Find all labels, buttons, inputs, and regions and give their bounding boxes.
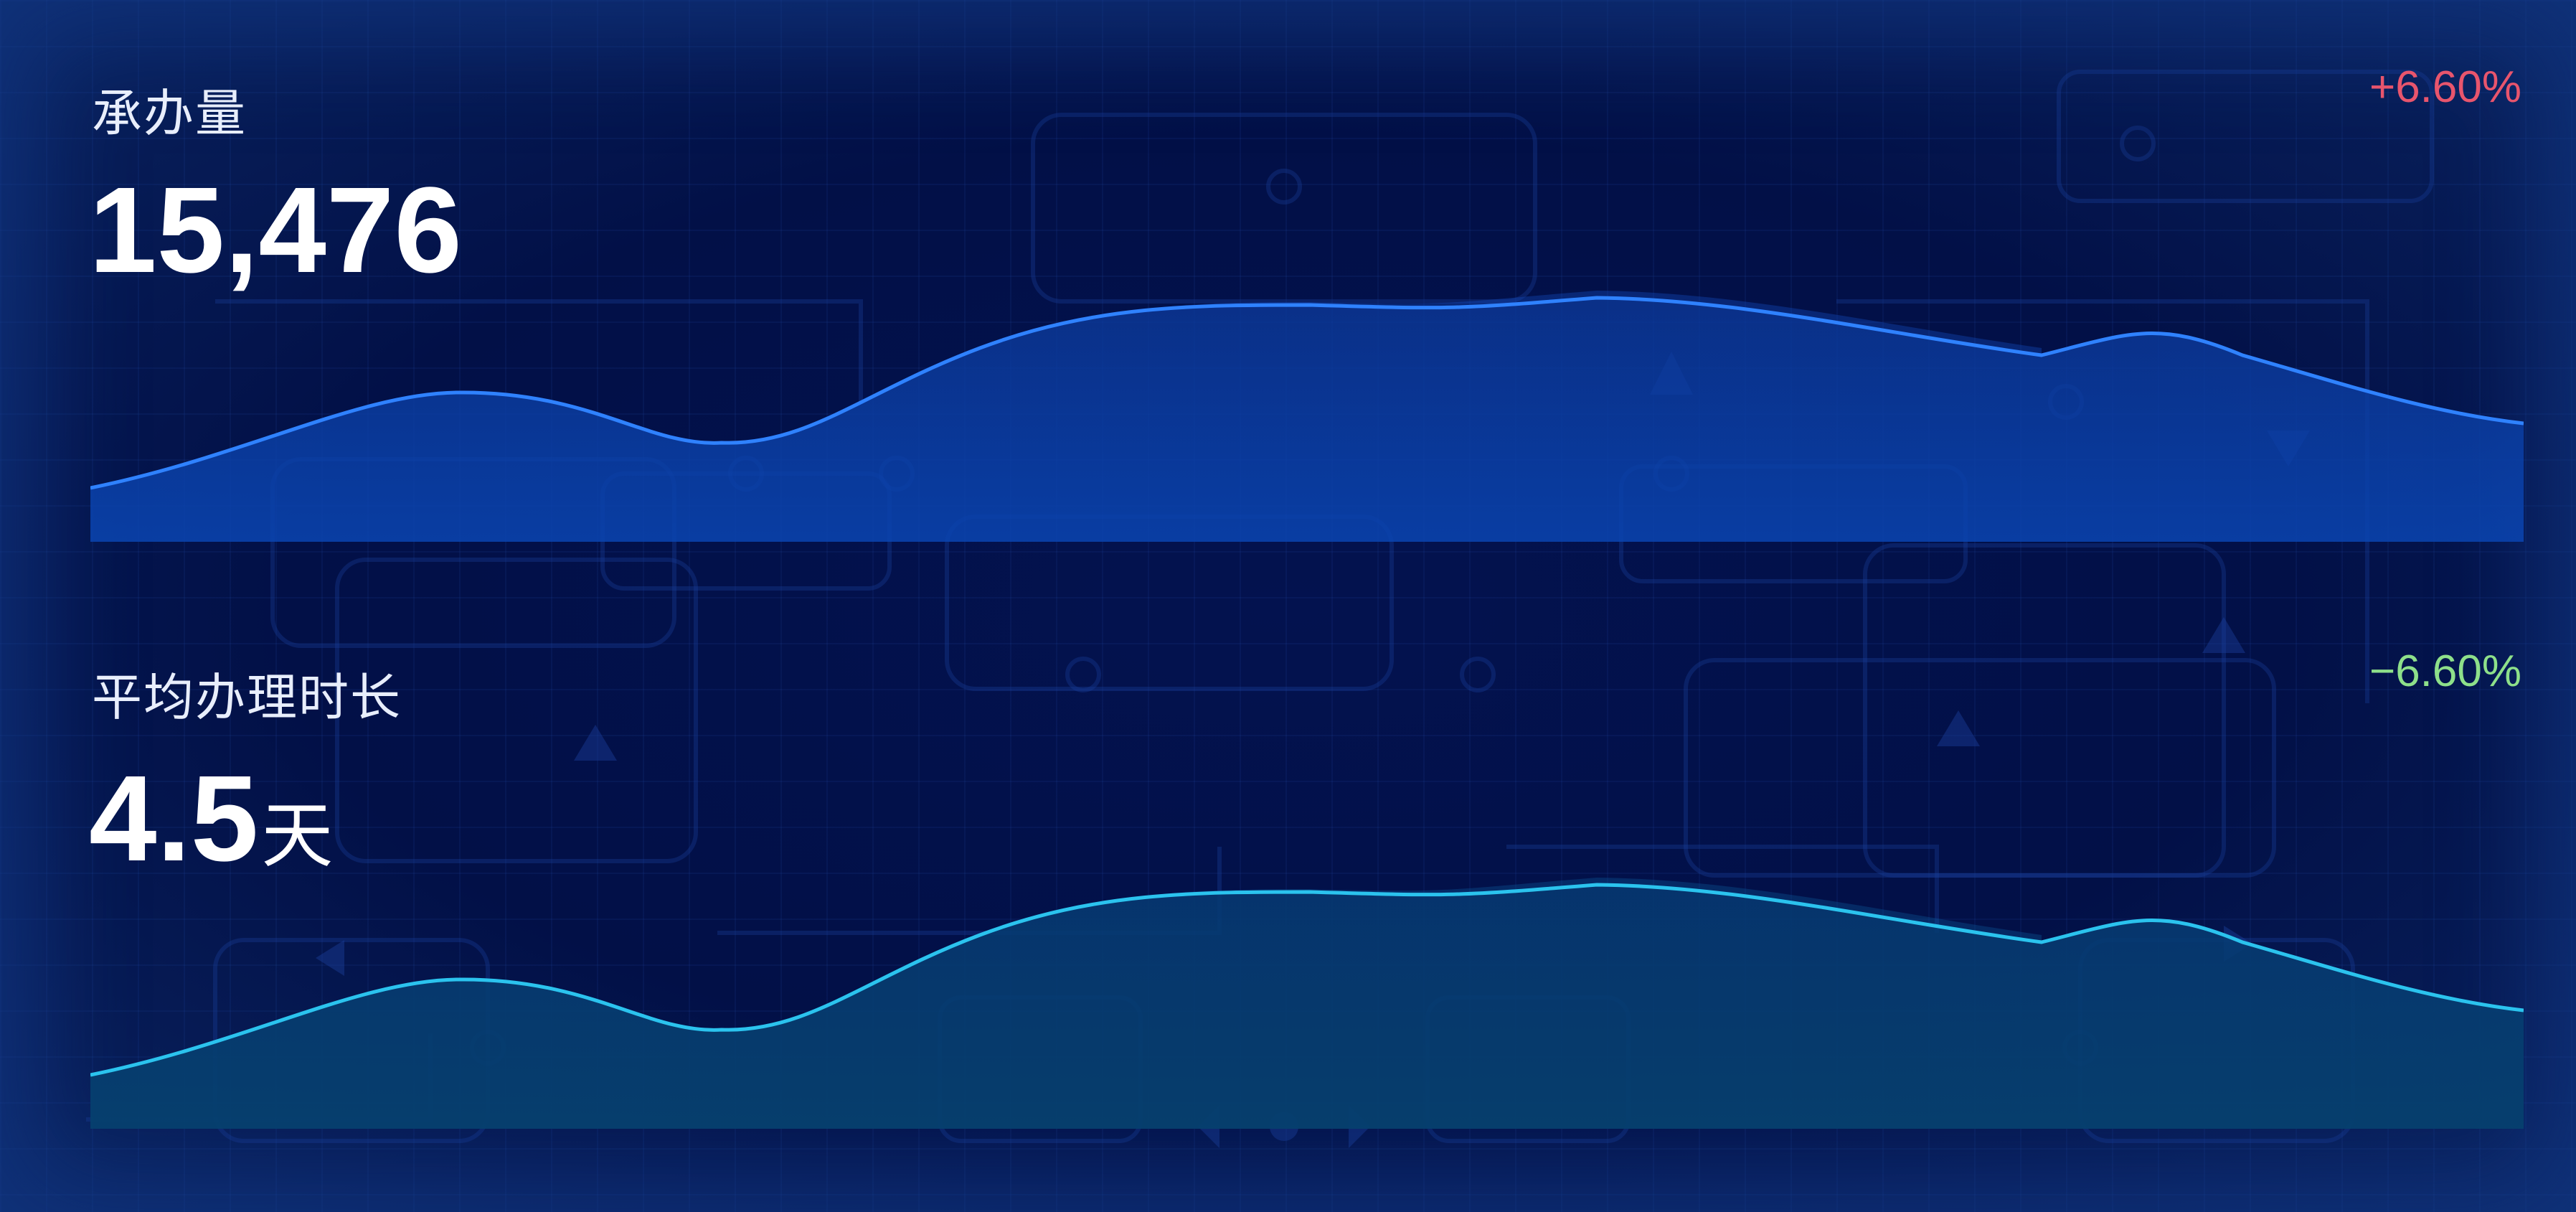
metric-unit: 天: [261, 794, 334, 878]
sparkline-line: [90, 883, 2524, 1077]
metric-change-badge: +6.60%: [2369, 62, 2521, 112]
metric-label: 平均办理时长: [92, 668, 402, 727]
metric-label: 承办量: [92, 84, 247, 143]
sparkline-area-chart: [90, 878, 2524, 1129]
metric-change-badge: −6.60%: [2369, 647, 2521, 696]
sparkline-area: [90, 885, 2524, 1129]
metric-value: 15,476: [89, 162, 462, 299]
metric-panel-handled-count: 承办量 15,476 +6.60%: [0, 0, 2576, 603]
sparkline-area-chart: [90, 291, 2524, 542]
sparkline-area: [90, 298, 2524, 542]
metric-panel-avg-duration: 平均办理时长 4.5天 −6.60%: [0, 587, 2576, 1190]
sparkline-line: [90, 296, 2524, 490]
metric-value: 4.5天: [89, 751, 334, 887]
sparkline-shadow-band: [980, 291, 2042, 355]
sparkline-shadow-band: [980, 878, 2042, 942]
